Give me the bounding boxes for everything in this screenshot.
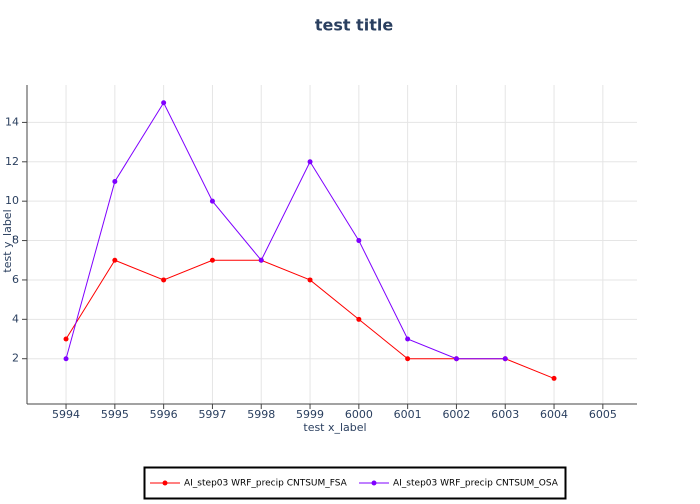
x-tick-label: 6001 [394, 408, 422, 421]
point [209, 198, 215, 204]
legend-marker [162, 480, 168, 486]
point [63, 356, 69, 362]
point [161, 277, 167, 283]
legend-box [143, 466, 567, 500]
point [453, 356, 459, 362]
legend-marker [371, 480, 377, 486]
point [502, 356, 508, 362]
y-tick-label: 4 [12, 312, 19, 325]
x-tick-label: 6003 [491, 408, 519, 421]
x-tick-label: 5999 [296, 408, 324, 421]
point [112, 178, 118, 184]
y-tick-label: 6 [12, 273, 19, 286]
legend-label: AI_step03 WRF_precip CNTSUM_OSA [393, 479, 559, 489]
y-tick-label: 12 [5, 155, 19, 168]
point [258, 257, 264, 263]
y-axis-label: test y_label [1, 209, 14, 272]
point [161, 100, 167, 106]
legend-label: AI_step03 WRF_precip CNTSUM_FSA [184, 479, 348, 489]
x-axis-label: test x_label [303, 421, 366, 434]
point [307, 277, 313, 283]
x-tick-label: 5994 [52, 408, 80, 421]
point [307, 159, 313, 165]
y-tick-label: 14 [5, 115, 19, 128]
point [405, 336, 411, 342]
point [209, 257, 215, 263]
x-tick-label: 6002 [442, 408, 470, 421]
x-tick-label: 6005 [589, 408, 617, 421]
x-tick-label: 5996 [150, 408, 178, 421]
point [112, 257, 118, 263]
point [356, 238, 362, 244]
x-tick-label: 5998 [247, 408, 275, 421]
x-tick-label: 6004 [540, 408, 568, 421]
y-tick-label: 2 [12, 352, 19, 365]
x-tick-label: 6000 [345, 408, 373, 421]
x-tick-label: 5995 [101, 408, 129, 421]
y-tick-label: 10 [5, 194, 19, 207]
point [356, 316, 362, 322]
x-tick-label: 5997 [198, 408, 226, 421]
point [551, 375, 557, 381]
series-line [65, 101, 506, 360]
y-tick-label: 8 [12, 234, 19, 247]
point [63, 336, 69, 342]
chart-title: test title [315, 16, 394, 35]
point [405, 356, 411, 362]
